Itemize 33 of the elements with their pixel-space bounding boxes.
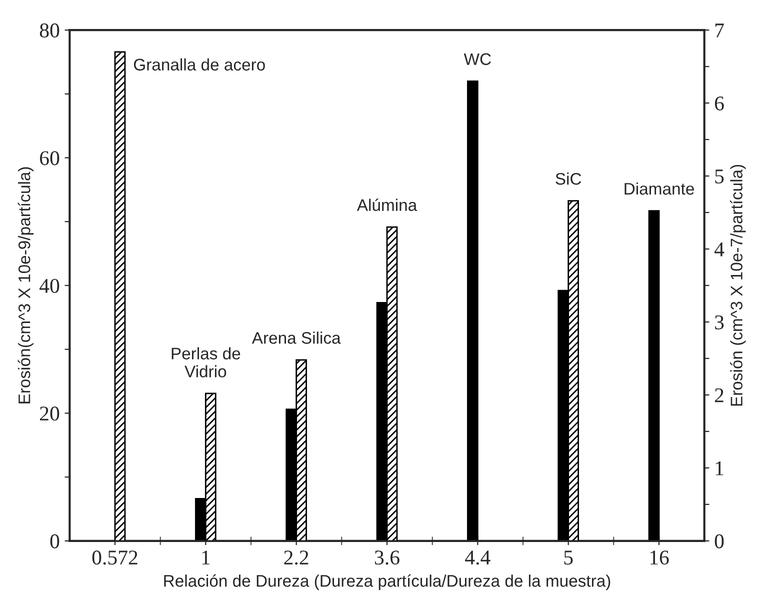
y2-tick-label: 5	[715, 170, 724, 184]
y2-tick-label: 4	[714, 242, 724, 256]
y2-tick-label: 1	[716, 461, 724, 476]
y-tick-label: 0	[50, 534, 60, 548]
annotation: Granalla de acero	[134, 58, 265, 71]
bar	[114, 51, 126, 541]
annotation: Perlas de Vidrio	[172, 347, 240, 378]
y2-tick-label: 0	[714, 534, 724, 548]
annotation: SiC	[556, 172, 582, 185]
y2-tick-label: 3	[715, 315, 724, 330]
x-tick-label: 2.2	[284, 550, 308, 565]
y2-tick-label: 2	[714, 388, 724, 402]
y2-axis-title: Erosión (cm^3 X 10e-7/partícula)	[730, 164, 746, 406]
y-tick-label: 40	[40, 278, 60, 293]
x-tick-label: 16	[650, 550, 669, 565]
bar	[648, 210, 660, 541]
y2-tick-label: 7	[715, 24, 724, 38]
x-axis-title: Relación de Dureza (Dureza partícula/Dureza de la muestra)	[164, 574, 610, 590]
y-tick-label: 60	[40, 151, 60, 166]
annotation: Arena Silica	[252, 332, 341, 344]
y-axis-title: Erosión(cm^3 X 10e-9/partícula)	[18, 167, 34, 404]
x-tick-label: 5	[564, 550, 573, 565]
y-tick-label: 80	[40, 23, 60, 38]
x-tick-label: 1	[202, 550, 210, 564]
x-tick-label: 4.4	[465, 550, 490, 565]
annotation: Alúmina	[356, 198, 418, 212]
bar	[467, 80, 478, 541]
y-tick-label: 20	[40, 406, 60, 421]
annotation: WC	[464, 53, 491, 66]
x-tick-label: 0.572	[92, 550, 138, 565]
annotation: Diamante	[624, 182, 694, 195]
x-tick-label: 3.6	[374, 550, 400, 565]
y2-tick-label: 6	[714, 96, 724, 110]
